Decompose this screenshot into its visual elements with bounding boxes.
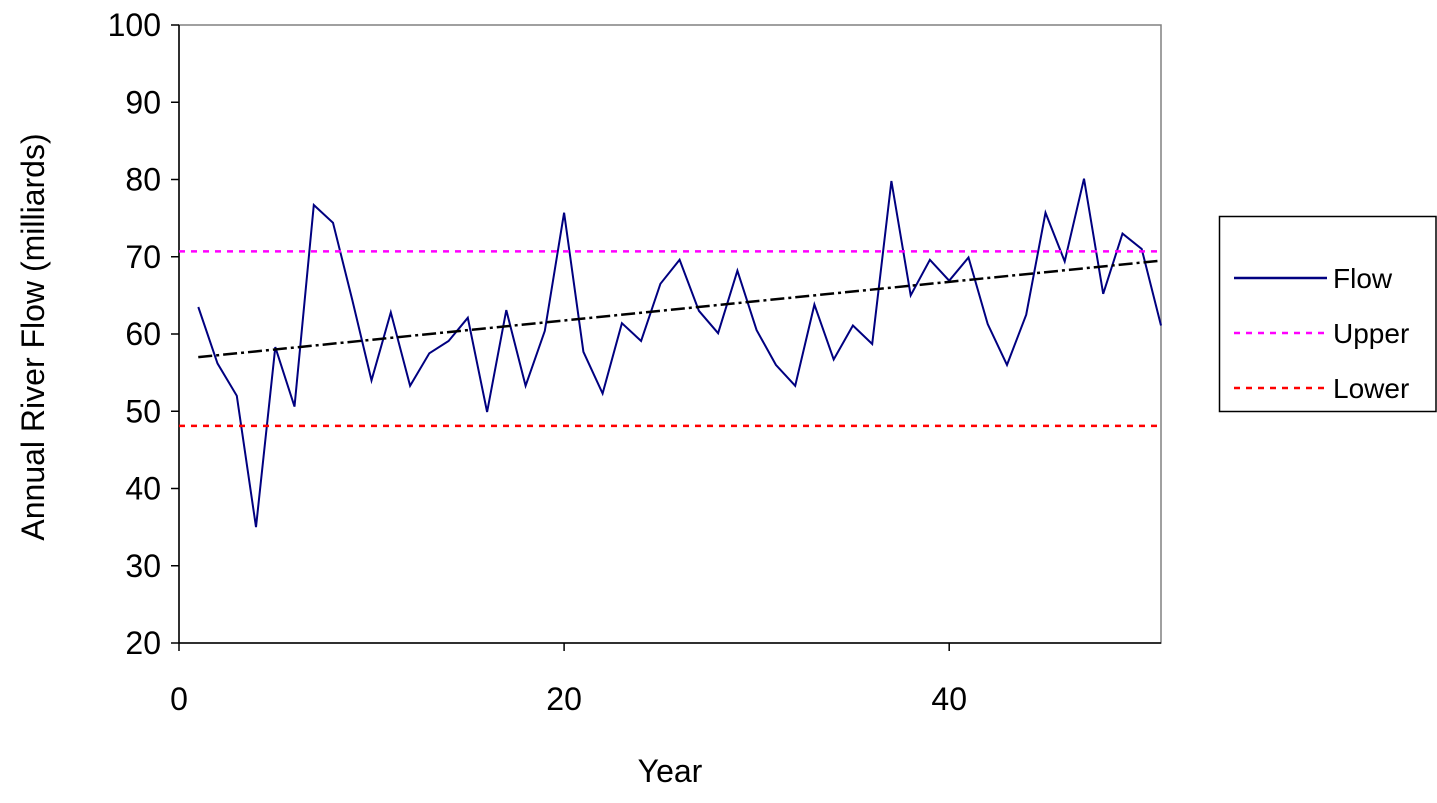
legend-label-upper: Upper [1333,318,1409,349]
flow-series-line [197,178,1162,528]
legend-label-flow: Flow [1333,263,1393,294]
x-tick-label-20: 20 [546,681,582,717]
y-tick-label-90: 90 [125,84,161,120]
trendline [198,259,1162,359]
legend-box [1218,215,1437,413]
y-tick-label-100: 100 [108,7,161,43]
y-tick-label-80: 80 [125,162,161,198]
x-tick-label-0: 0 [170,681,188,717]
legend: Flow Upper Lower [1218,215,1437,413]
y-tick-label-20: 20 [125,625,161,661]
y-axis-title: Annual River Flow (milliards) [15,133,51,540]
plot-area [178,24,1162,644]
y-tick-label-70: 70 [125,239,161,275]
x-axis-title: Year [638,753,703,789]
x-tick-label-40: 40 [931,681,967,717]
y-tick-label-50: 50 [125,393,161,429]
y-tick-label-30: 30 [125,548,161,584]
data-series [179,178,1162,528]
legend-label-lower: Lower [1333,373,1409,404]
y-tick-label-60: 60 [125,316,161,352]
plot-frame [178,24,1162,644]
y-tick-label-40: 40 [125,471,161,507]
